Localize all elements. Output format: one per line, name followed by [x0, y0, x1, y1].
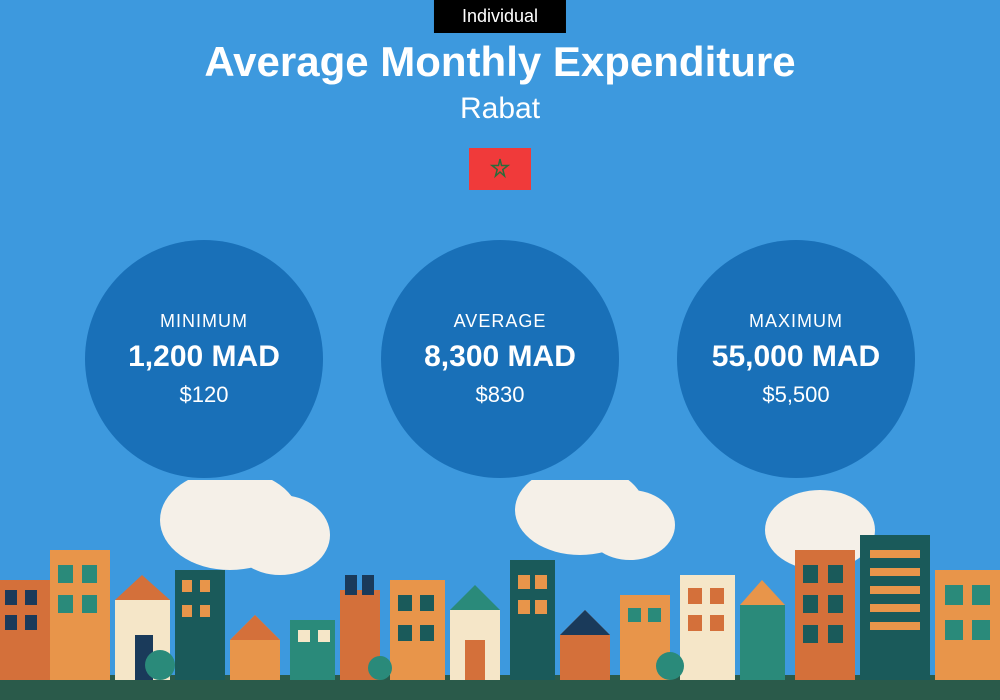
stat-minimum: MINIMUM 1,200 MAD $120	[85, 240, 323, 478]
stat-label: MAXIMUM	[749, 311, 843, 332]
cityscape-illustration	[0, 480, 1000, 700]
page-title: Average Monthly Expenditure	[0, 38, 1000, 86]
stat-maximum: MAXIMUM 55,000 MAD $5,500	[677, 240, 915, 478]
stat-usd: $120	[180, 382, 229, 408]
stats-row: MINIMUM 1,200 MAD $120 AVERAGE 8,300 MAD…	[0, 240, 1000, 478]
stat-usd: $830	[476, 382, 525, 408]
stat-value: 1,200 MAD	[128, 340, 280, 374]
stat-label: MINIMUM	[160, 311, 248, 332]
stat-average: AVERAGE 8,300 MAD $830	[381, 240, 619, 478]
stat-usd: $5,500	[762, 382, 829, 408]
morocco-flag-icon	[469, 148, 531, 190]
category-badge: Individual	[434, 0, 566, 33]
stat-label: AVERAGE	[454, 311, 547, 332]
flag-star-icon	[488, 157, 512, 181]
stat-value: 8,300 MAD	[424, 340, 576, 374]
city-subtitle: Rabat	[0, 92, 1000, 126]
badge-text: Individual	[462, 6, 538, 26]
infographic-container: Individual Average Monthly Expenditure R…	[0, 0, 1000, 700]
stat-value: 55,000 MAD	[712, 340, 880, 374]
